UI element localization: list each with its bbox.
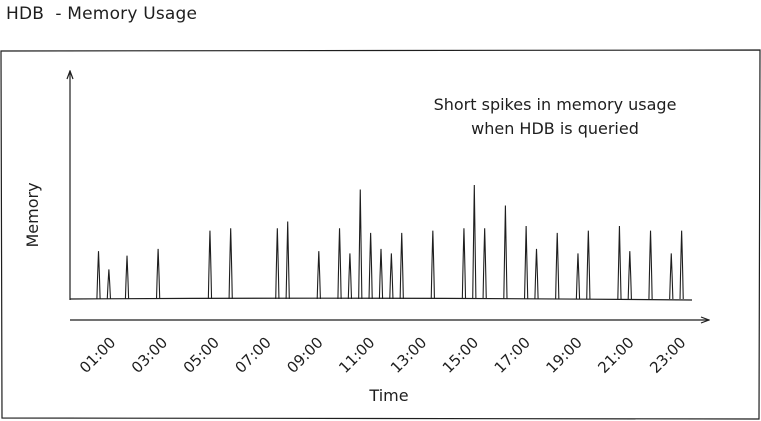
annotation-line-2: when HDB is queried: [471, 119, 639, 138]
x-tick-label-6: 11:00: [335, 334, 378, 377]
memory-spike-9: [316, 251, 321, 300]
x-tick-labels: 01:00 03:00 05:00 07:00 09:00 11:00 13:00 15:00…: [76, 334, 689, 377]
memory-spike-15: [389, 253, 394, 300]
memory-spike-17: [430, 230, 435, 300]
memory-spike-10: [337, 228, 342, 300]
x-tick-label-9: 17:00: [491, 334, 534, 377]
memory-spike-27: [617, 226, 622, 300]
memory-spike-30: [669, 253, 674, 300]
memory-spike-6: [228, 228, 233, 300]
memory-spike-19: [472, 184, 477, 300]
memory-spike-20: [482, 228, 487, 300]
memory-spike-26: [586, 230, 591, 300]
x-tick-label-10: 19:00: [543, 334, 586, 377]
memory-spike-23: [534, 248, 539, 300]
memory-spike-16: [399, 232, 404, 300]
memory-spike-14: [378, 248, 384, 300]
x-tick-label-8: 15:00: [439, 334, 482, 377]
chart-frame: [0, 49, 761, 420]
x-tick-label-4: 07:00: [232, 334, 275, 377]
x-tick-label-7: 13:00: [387, 334, 430, 377]
memory-spike-1: [96, 251, 101, 300]
memory-spike-5: [207, 230, 213, 300]
memory-spike-24: [555, 232, 560, 300]
memory-spike-2: [106, 269, 112, 300]
memory-baseline: [69, 297, 693, 301]
x-axis-label: Time: [368, 386, 408, 405]
x-tick-label-5: 09:00: [283, 334, 326, 377]
memory-spike-3: [124, 255, 130, 300]
memory-spike-21: [503, 205, 508, 300]
memory-spike-18: [461, 228, 467, 300]
page-title: HDB - Memory Usage: [6, 4, 198, 24]
memory-spike-11: [347, 253, 353, 300]
x-tick-label-3: 05:00: [180, 334, 223, 377]
annotation-line-1: Short spikes in memory usage: [434, 95, 677, 114]
memory-spike-31: [679, 230, 684, 300]
x-tick-label-12: 23:00: [646, 334, 689, 377]
memory-spike-22: [523, 226, 529, 300]
memory-spike-25: [575, 253, 581, 300]
x-tick-label-2: 03:00: [128, 334, 171, 377]
memory-spike-8: [285, 221, 290, 300]
y-axis-label: Memory: [23, 182, 42, 247]
spike-series: [96, 184, 684, 300]
memory-spike-28: [627, 251, 632, 300]
memory-spike-12: [358, 189, 363, 300]
memory-spike-13: [368, 232, 373, 300]
memory-spike-4: [155, 248, 161, 300]
x-tick-label-11: 21:00: [594, 334, 637, 377]
x-tick-label-1: 01:00: [76, 334, 119, 377]
memory-spike-7: [275, 228, 280, 300]
memory-spike-29: [648, 230, 653, 300]
